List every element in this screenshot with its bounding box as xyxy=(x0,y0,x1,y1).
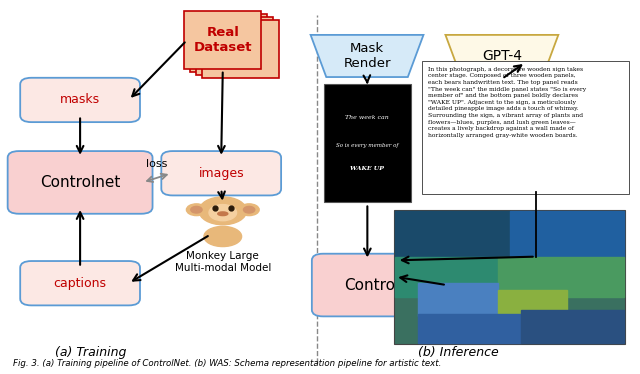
Text: The week can: The week can xyxy=(346,115,389,120)
Text: So is every member of: So is every member of xyxy=(336,143,399,148)
Text: GPT-4: GPT-4 xyxy=(482,49,522,63)
FancyBboxPatch shape xyxy=(8,151,152,214)
Bar xyxy=(418,314,521,343)
Bar xyxy=(418,283,499,316)
Circle shape xyxy=(239,204,259,215)
FancyBboxPatch shape xyxy=(312,254,457,316)
Text: Controlnet: Controlnet xyxy=(344,278,424,292)
Polygon shape xyxy=(310,35,424,77)
Bar xyxy=(521,310,624,343)
Ellipse shape xyxy=(218,212,228,215)
FancyBboxPatch shape xyxy=(161,151,281,196)
Text: In this photograph, a decorative wooden sign takes
center stage. Composed of thr: In this photograph, a decorative wooden … xyxy=(428,67,586,138)
Circle shape xyxy=(191,206,202,213)
Circle shape xyxy=(243,206,255,213)
FancyBboxPatch shape xyxy=(20,78,140,122)
Circle shape xyxy=(199,197,246,225)
FancyBboxPatch shape xyxy=(202,20,280,78)
Bar xyxy=(499,257,624,297)
Text: masks: masks xyxy=(60,94,100,107)
Ellipse shape xyxy=(204,226,242,246)
FancyBboxPatch shape xyxy=(184,12,261,69)
Text: captions: captions xyxy=(54,277,107,290)
Bar xyxy=(396,211,509,257)
FancyBboxPatch shape xyxy=(196,17,273,75)
FancyBboxPatch shape xyxy=(422,61,629,194)
Text: Controlnet: Controlnet xyxy=(40,175,120,190)
Text: loss: loss xyxy=(147,159,168,169)
FancyBboxPatch shape xyxy=(324,84,411,202)
Bar xyxy=(509,211,624,257)
Circle shape xyxy=(209,205,237,221)
Text: Mask
Render: Mask Render xyxy=(343,42,391,70)
FancyBboxPatch shape xyxy=(190,14,268,72)
FancyBboxPatch shape xyxy=(394,210,625,343)
Text: (a) Training: (a) Training xyxy=(56,346,127,359)
Text: Real
Dataset: Real Dataset xyxy=(193,27,252,54)
Bar xyxy=(396,257,499,297)
FancyBboxPatch shape xyxy=(20,261,140,306)
Text: WAKE UP: WAKE UP xyxy=(350,166,385,171)
Text: (b) Inference: (b) Inference xyxy=(418,346,499,359)
Circle shape xyxy=(186,204,207,215)
Text: images: images xyxy=(198,167,244,180)
Text: Monkey Large
Multi-modal Model: Monkey Large Multi-modal Model xyxy=(175,251,271,273)
Text: Fig. 3. (a) Training pipeline of ControlNet. (b) WAS: Schema representation pipe: Fig. 3. (a) Training pipeline of Control… xyxy=(13,359,441,368)
Polygon shape xyxy=(445,35,558,77)
Bar xyxy=(499,290,567,316)
